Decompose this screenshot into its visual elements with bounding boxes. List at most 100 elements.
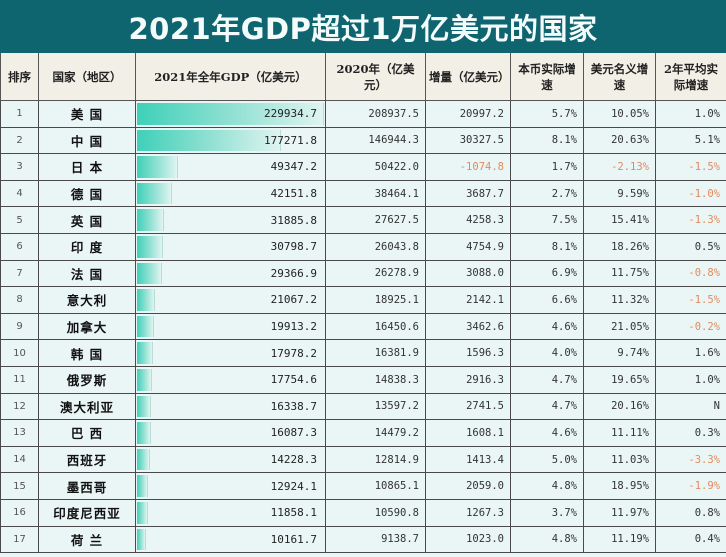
- gdp-2021-cell: 42151.8: [135, 179, 326, 208]
- gdp-2020-cell: 10865.1: [325, 472, 426, 500]
- nominal-usd-growth-cell: 11.03%: [583, 445, 656, 474]
- gdp-2021-cell: 14228.3: [135, 445, 326, 474]
- header-gdp-2021: 2021年全年GDP（亿美元）: [135, 53, 326, 101]
- increase-cell: 20997.2: [425, 100, 511, 128]
- nominal-usd-growth-cell: 9.74%: [583, 339, 656, 367]
- increase-cell: 4754.9: [425, 232, 511, 261]
- real-growth-cell: 5.0%: [510, 445, 584, 474]
- rank-cell: 14: [0, 445, 39, 474]
- real-growth-cell: 4.8%: [510, 472, 584, 500]
- country-cell: 韩 国: [38, 339, 136, 367]
- gdp-table: 排序 国家（地区） 2021年全年GDP（亿美元） 2020年（亿美元） 增量（…: [0, 53, 726, 554]
- gdp-value: 30798.7: [270, 240, 317, 254]
- rank-cell: 2: [0, 126, 39, 155]
- avg-2y-growth-cell: -1.5%: [655, 153, 726, 181]
- rank-cell: 15: [0, 472, 39, 500]
- avg-2y-growth-cell: -3.3%: [655, 445, 726, 474]
- gdp-value: 229934.7: [264, 107, 317, 121]
- nominal-usd-growth-cell: 21.05%: [583, 312, 656, 341]
- country-cell: 俄罗斯: [38, 365, 136, 394]
- increase-cell: 1267.3: [425, 498, 511, 527]
- country-cell: 巴 西: [38, 419, 136, 447]
- gdp-bar: [137, 448, 150, 471]
- nominal-usd-growth-cell: 11.75%: [583, 259, 656, 288]
- gdp-bar: [137, 501, 148, 524]
- gdp-bar: [137, 368, 153, 391]
- avg-2y-growth-cell: -1.3%: [655, 206, 726, 234]
- gdp-value: 19913.2: [270, 320, 317, 334]
- increase-cell: 2059.0: [425, 472, 511, 500]
- gdp-2021-cell: 19913.2: [135, 312, 326, 341]
- real-growth-cell: 2.7%: [510, 179, 584, 208]
- country-cell: 西班牙: [38, 445, 136, 474]
- gdp-bar: [137, 528, 147, 551]
- gdp-2020-cell: 9138.7: [325, 525, 426, 554]
- real-growth-cell: 3.7%: [510, 498, 584, 527]
- gdp-bar: [137, 209, 164, 231]
- gdp-2021-cell: 17978.2: [135, 339, 326, 367]
- gdp-2021-cell: 16087.3: [135, 419, 326, 447]
- header-real-growth: 本币实际增速: [510, 53, 584, 101]
- gdp-value: 42151.8: [270, 187, 317, 201]
- gdp-2020-cell: 14479.2: [325, 419, 426, 447]
- gdp-bar: [137, 315, 155, 338]
- real-growth-cell: 4.8%: [510, 525, 584, 554]
- header-rank: 排序: [0, 53, 39, 101]
- gdp-2020-cell: 12814.9: [325, 445, 426, 474]
- gdp-bar: [137, 475, 149, 497]
- table-row: 14 西班牙 14228.3 12814.9 1413.4 5.0% 11.03% -3.3%: [0, 445, 726, 474]
- gdp-bar: [137, 342, 153, 364]
- country-cell: 澳大利亚: [38, 392, 136, 421]
- country-cell: 墨西哥: [38, 472, 136, 500]
- real-growth-cell: 5.7%: [510, 100, 584, 128]
- real-growth-cell: 8.1%: [510, 232, 584, 261]
- gdp-value: 49347.2: [270, 160, 317, 174]
- gdp-2021-cell: 21067.2: [135, 286, 326, 314]
- gdp-value: 29366.9: [270, 266, 317, 280]
- gdp-2021-cell: 16338.7: [135, 392, 326, 421]
- page-title: 2021年GDP超过1万亿美元的国家: [128, 11, 598, 46]
- gdp-2021-cell: 30798.7: [135, 232, 326, 261]
- nominal-usd-growth-cell: 20.16%: [583, 392, 656, 421]
- gdp-2021-cell: 29366.9: [135, 259, 326, 288]
- gdp-bar: [137, 289, 156, 311]
- rank-cell: 4: [0, 179, 39, 208]
- avg-2y-growth-cell: -1.5%: [655, 286, 726, 314]
- gdp-2021-cell: 11858.1: [135, 498, 326, 527]
- rank-cell: 10: [0, 339, 39, 367]
- gdp-2020-cell: 146944.3: [325, 126, 426, 155]
- gdp-2020-cell: 10590.8: [325, 498, 426, 527]
- nominal-usd-growth-cell: 10.05%: [583, 100, 656, 128]
- table-row: 16 印度尼西亚 11858.1 10590.8 1267.3 3.7% 11.97% 0.8…: [0, 498, 726, 527]
- table-row: 12 澳大利亚 16338.7 13597.2 2741.5 4.7% 20.16% N: [0, 392, 726, 421]
- gdp-2020-cell: 14838.3: [325, 365, 426, 394]
- rank-cell: 8: [0, 286, 39, 314]
- gdp-2020-cell: 208937.5: [325, 100, 426, 128]
- nominal-usd-growth-cell: -2.13%: [583, 153, 656, 181]
- nominal-usd-growth-cell: 15.41%: [583, 206, 656, 234]
- gdp-2020-cell: 18925.1: [325, 286, 426, 314]
- rank-cell: 5: [0, 206, 39, 234]
- gdp-value: 10161.7: [270, 532, 317, 546]
- gdp-value: 31885.8: [270, 213, 317, 227]
- real-growth-cell: 7.5%: [510, 206, 584, 234]
- gdp-2021-cell: 49347.2: [135, 153, 326, 181]
- real-growth-cell: 4.0%: [510, 339, 584, 367]
- avg-2y-growth-cell: 0.8%: [655, 498, 726, 527]
- rank-cell: 11: [0, 365, 39, 394]
- increase-cell: 1608.1: [425, 419, 511, 447]
- avg-2y-growth-cell: 5.1%: [655, 126, 726, 155]
- country-cell: 印 度: [38, 232, 136, 261]
- country-cell: 日 本: [38, 153, 136, 181]
- table-row: 15 墨西哥 12924.1 10865.1 2059.0 4.8% 18.95% -1.9%: [0, 472, 726, 500]
- table-row: 10 韩 国 17978.2 16381.9 1596.3 4.0% 9.74% 1.6%: [0, 339, 726, 367]
- rank-cell: 13: [0, 419, 39, 447]
- rank-cell: 3: [0, 153, 39, 181]
- rank-cell: 17: [0, 525, 39, 554]
- avg-2y-growth-cell: -1.0%: [655, 179, 726, 208]
- gdp-2021-cell: 31885.8: [135, 206, 326, 234]
